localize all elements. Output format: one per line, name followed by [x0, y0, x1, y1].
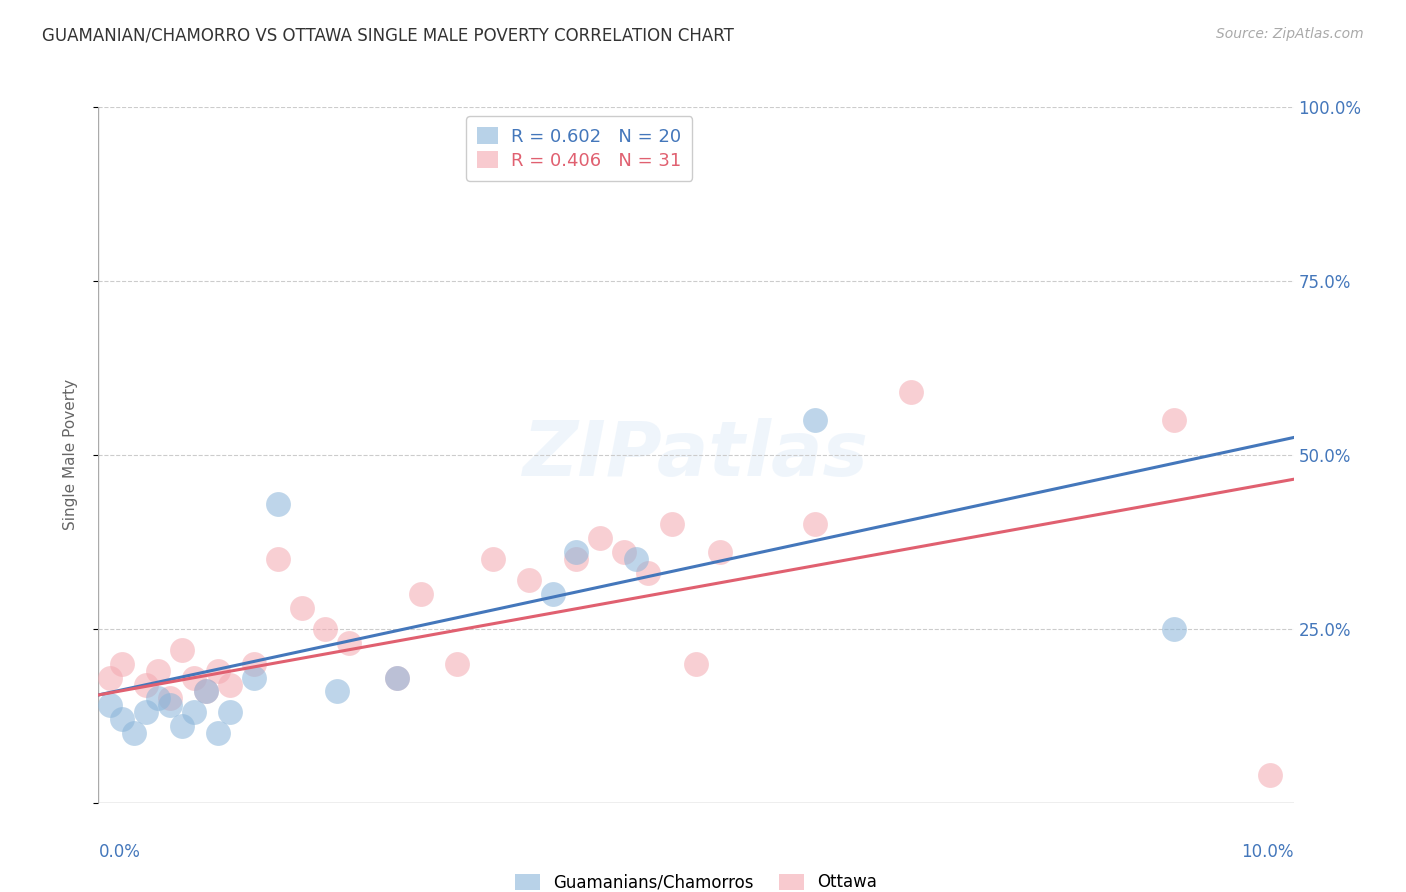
Point	[315, 622, 337, 636]
Point	[685, 657, 707, 671]
Point	[326, 684, 349, 698]
Legend: Guamanians/Chamorros, Ottawa: Guamanians/Chamorros, Ottawa	[509, 867, 883, 892]
Point	[565, 545, 588, 559]
Point	[159, 698, 181, 713]
Point	[1163, 622, 1185, 636]
Point	[100, 698, 122, 713]
Point	[267, 552, 290, 566]
Point	[111, 657, 134, 671]
Point	[207, 726, 229, 740]
Point	[481, 552, 505, 566]
Point	[183, 706, 205, 720]
Point	[219, 706, 242, 720]
Point	[148, 664, 170, 678]
Point	[267, 497, 290, 511]
Text: GUAMANIAN/CHAMORRO VS OTTAWA SINGLE MALE POVERTY CORRELATION CHART: GUAMANIAN/CHAMORRO VS OTTAWA SINGLE MALE…	[42, 27, 734, 45]
Point	[172, 719, 194, 733]
Point	[709, 545, 731, 559]
Point	[517, 573, 540, 587]
Point	[195, 684, 218, 698]
Text: 0.0%: 0.0%	[98, 843, 141, 861]
Point	[195, 684, 218, 698]
Point	[183, 671, 205, 685]
Text: ZIPatlas: ZIPatlas	[523, 418, 869, 491]
Point	[589, 532, 612, 546]
Point	[100, 671, 122, 685]
Point	[565, 552, 588, 566]
Point	[1258, 768, 1281, 782]
Point	[111, 712, 134, 726]
Point	[148, 691, 170, 706]
Point	[172, 642, 194, 657]
Point	[385, 671, 409, 685]
Point	[804, 413, 827, 427]
Point	[291, 601, 314, 615]
Point	[613, 545, 636, 559]
Y-axis label: Single Male Poverty: Single Male Poverty	[63, 379, 77, 531]
Point	[243, 657, 266, 671]
Point	[446, 657, 468, 671]
Point	[1163, 413, 1185, 427]
Point	[243, 671, 266, 685]
Text: 10.0%: 10.0%	[1241, 843, 1294, 861]
Point	[637, 566, 659, 581]
Point	[661, 517, 683, 532]
Point	[411, 587, 433, 601]
Point	[219, 677, 242, 691]
Point	[135, 677, 157, 691]
Point	[541, 587, 564, 601]
Point	[900, 385, 922, 400]
Point	[385, 671, 409, 685]
Point	[207, 664, 229, 678]
Point	[339, 636, 360, 650]
Point	[626, 552, 648, 566]
Point	[159, 691, 181, 706]
Point	[135, 706, 157, 720]
Text: Source: ZipAtlas.com: Source: ZipAtlas.com	[1216, 27, 1364, 41]
Point	[124, 726, 146, 740]
Point	[804, 517, 827, 532]
